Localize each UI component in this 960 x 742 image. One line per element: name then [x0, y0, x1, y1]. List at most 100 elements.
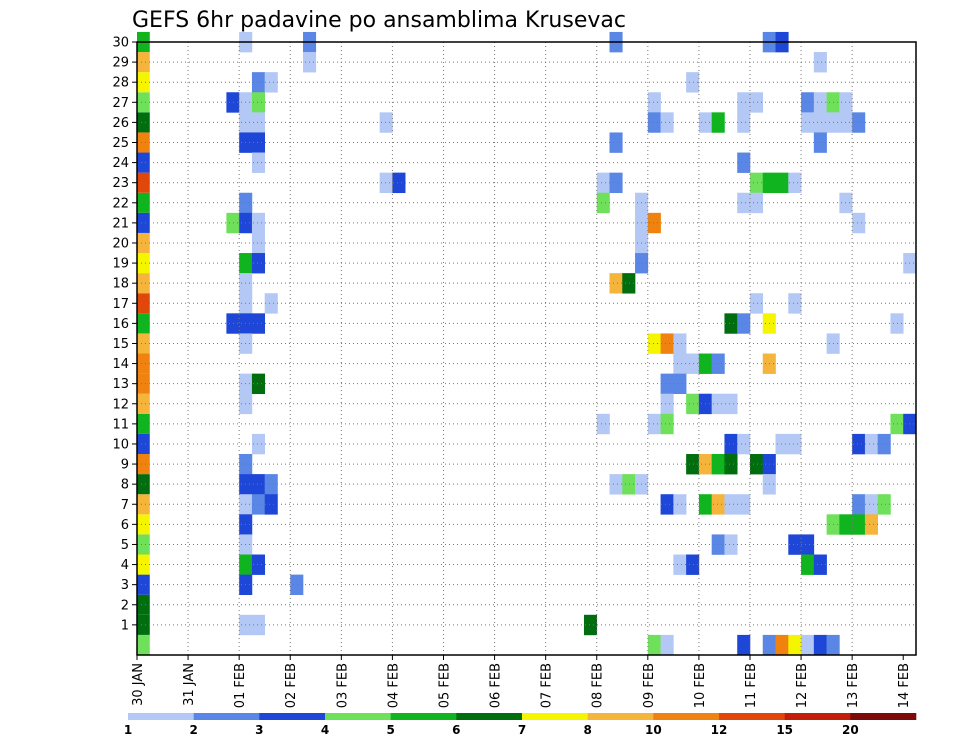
y-tick-label: 15 — [112, 337, 129, 352]
precip-cell — [801, 112, 815, 133]
x-axis-ticks: 30 JAN 31 JAN 01 FEB 02 FEB 03 FEB 04 FEB 05 F… — [131, 655, 912, 708]
precip-cell — [622, 474, 636, 495]
x-tick-label: 31 JAN — [182, 663, 197, 706]
x-tick-label: 03 FEB — [335, 663, 350, 708]
precip-cell — [660, 393, 674, 415]
precip-cell — [226, 92, 240, 113]
member-strip-cell — [137, 52, 150, 73]
member-strip-cell — [137, 574, 150, 595]
y-axis-ticks: 1234567891011121314151617181920212223242… — [112, 36, 137, 633]
x-tick-label: 08 FEB — [591, 663, 606, 708]
precip-cell — [877, 494, 891, 515]
plot-frame — [136, 41, 917, 656]
precip-cell — [379, 172, 393, 194]
precip-cell — [609, 132, 623, 153]
member-strip-cell — [137, 112, 150, 133]
precip-cell — [647, 634, 661, 656]
x-tick-label: 04 FEB — [386, 663, 401, 708]
precip-cell — [852, 514, 866, 535]
y-tick-label: 22 — [112, 196, 129, 211]
precip-cell — [660, 634, 674, 656]
precip-cell — [749, 192, 764, 214]
precip-cell — [801, 92, 815, 113]
colorbar-swatch — [850, 713, 917, 720]
precip-cell — [686, 554, 700, 575]
colorbar-label: 8 — [583, 723, 591, 737]
member-strip-cell — [137, 614, 150, 635]
precip-cell — [737, 313, 751, 334]
precip-cell — [711, 454, 725, 475]
precip-cell — [877, 433, 891, 455]
precip-cell — [737, 494, 751, 515]
precip-cell — [647, 212, 661, 234]
member-strip-cell — [137, 313, 150, 334]
member-strip-cell — [137, 212, 150, 233]
colorbar-label: 15 — [776, 723, 793, 737]
y-tick-label: 14 — [112, 357, 129, 372]
precip-cell — [749, 172, 764, 194]
precip-cell — [686, 393, 700, 415]
precip-cell — [226, 212, 240, 234]
y-tick-label: 6 — [121, 518, 129, 533]
member-color-strip — [137, 31, 150, 655]
precip-cell — [609, 172, 623, 194]
member-strip-cell — [137, 393, 150, 414]
member-strip-cell — [137, 353, 150, 374]
precip-cell — [622, 273, 636, 294]
precip-cell — [251, 152, 266, 173]
precip-cell — [264, 494, 278, 515]
x-tick-label: 11 FEB — [744, 663, 759, 708]
precip-cell — [647, 333, 661, 354]
precip-cell — [596, 192, 610, 214]
precip-cell — [788, 634, 802, 656]
member-strip-cell — [137, 534, 150, 555]
y-tick-label: 2 — [121, 598, 129, 613]
y-tick-label: 26 — [112, 116, 129, 131]
member-strip-cell — [137, 152, 150, 173]
precip-cell — [251, 614, 266, 636]
chart-title: GEFS 6hr padavine po ansamblima Krusevac — [132, 8, 626, 33]
precip-cell — [749, 454, 764, 475]
x-tick-label: 30 JAN — [131, 663, 146, 706]
precip-cell — [813, 52, 827, 73]
precip-cell — [251, 92, 266, 113]
precip-cell — [864, 514, 878, 535]
precip-cell — [290, 574, 304, 596]
precip-cell — [609, 273, 623, 294]
precip-cell — [749, 92, 764, 113]
precip-cell — [660, 112, 674, 133]
y-tick-label: 21 — [112, 216, 129, 231]
precip-cell — [673, 554, 687, 575]
precip-cell — [251, 433, 266, 455]
x-tick-label: 01 FEB — [233, 663, 248, 708]
precip-cell — [251, 72, 266, 93]
y-tick-label: 18 — [112, 277, 129, 292]
colorbar-label: 5 — [386, 723, 394, 737]
y-tick-label: 17 — [112, 297, 129, 312]
y-tick-label: 12 — [112, 397, 129, 412]
precip-cell — [251, 112, 266, 133]
y-tick-label: 25 — [112, 136, 129, 151]
y-tick-label: 7 — [121, 498, 129, 513]
precip-cell — [251, 494, 266, 515]
precip-cell — [251, 373, 266, 395]
precip-cell — [264, 474, 278, 495]
member-strip-cell — [137, 333, 150, 354]
member-strip-cell — [137, 514, 150, 535]
precip-cell — [264, 72, 278, 93]
colorbar-swatch — [456, 713, 523, 720]
precip-cell — [673, 333, 687, 354]
precip-cell — [660, 333, 674, 354]
precip-cell — [737, 112, 751, 133]
precip-cell — [226, 313, 240, 334]
member-strip-cell — [137, 72, 150, 93]
precip-cell — [813, 112, 827, 133]
precip-cell — [596, 172, 610, 194]
precip-cell — [711, 393, 725, 415]
precip-cell — [251, 232, 266, 254]
y-tick-label: 20 — [112, 236, 129, 251]
y-tick-label: 16 — [112, 317, 129, 332]
precip-cell — [813, 92, 827, 113]
precip-cell — [660, 373, 674, 395]
colorbar-swatch — [193, 713, 260, 720]
